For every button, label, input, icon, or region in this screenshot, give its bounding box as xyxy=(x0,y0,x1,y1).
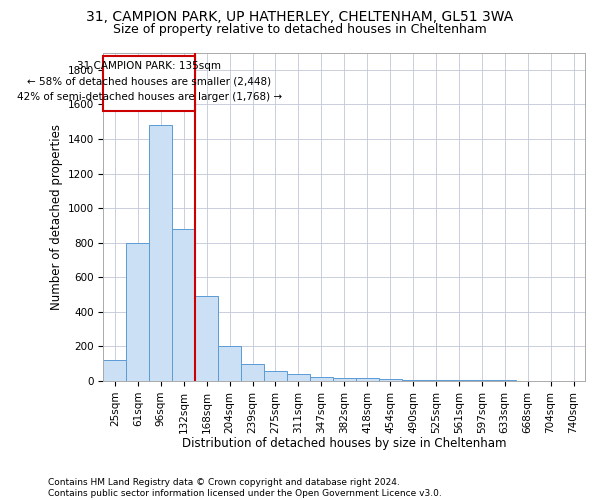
Text: Size of property relative to detached houses in Cheltenham: Size of property relative to detached ho… xyxy=(113,22,487,36)
Text: 31, CAMPION PARK, UP HATHERLEY, CHELTENHAM, GL51 3WA: 31, CAMPION PARK, UP HATHERLEY, CHELTENH… xyxy=(86,10,514,24)
Y-axis label: Number of detached properties: Number of detached properties xyxy=(50,124,64,310)
Bar xyxy=(103,360,127,381)
Bar xyxy=(401,380,424,381)
Text: 31 CAMPION PARK: 135sqm: 31 CAMPION PARK: 135sqm xyxy=(77,62,221,72)
Bar xyxy=(470,380,493,381)
X-axis label: Distribution of detached houses by size in Cheltenham: Distribution of detached houses by size … xyxy=(182,437,506,450)
Bar xyxy=(379,380,401,381)
Bar xyxy=(172,229,195,381)
Bar xyxy=(424,380,448,381)
Bar xyxy=(149,125,172,381)
Bar xyxy=(333,378,356,381)
Bar xyxy=(264,370,287,381)
Bar xyxy=(448,380,470,381)
Bar xyxy=(356,378,379,381)
Bar xyxy=(241,364,264,381)
FancyBboxPatch shape xyxy=(103,56,195,112)
Text: ← 58% of detached houses are smaller (2,448): ← 58% of detached houses are smaller (2,… xyxy=(27,77,271,87)
Bar xyxy=(310,376,333,381)
Bar xyxy=(127,242,149,381)
Text: 42% of semi-detached houses are larger (1,768) →: 42% of semi-detached houses are larger (… xyxy=(17,92,281,102)
Text: Contains HM Land Registry data © Crown copyright and database right 2024.
Contai: Contains HM Land Registry data © Crown c… xyxy=(48,478,442,498)
Bar xyxy=(195,296,218,381)
Bar xyxy=(493,380,516,381)
Bar xyxy=(218,346,241,381)
Bar xyxy=(287,374,310,381)
